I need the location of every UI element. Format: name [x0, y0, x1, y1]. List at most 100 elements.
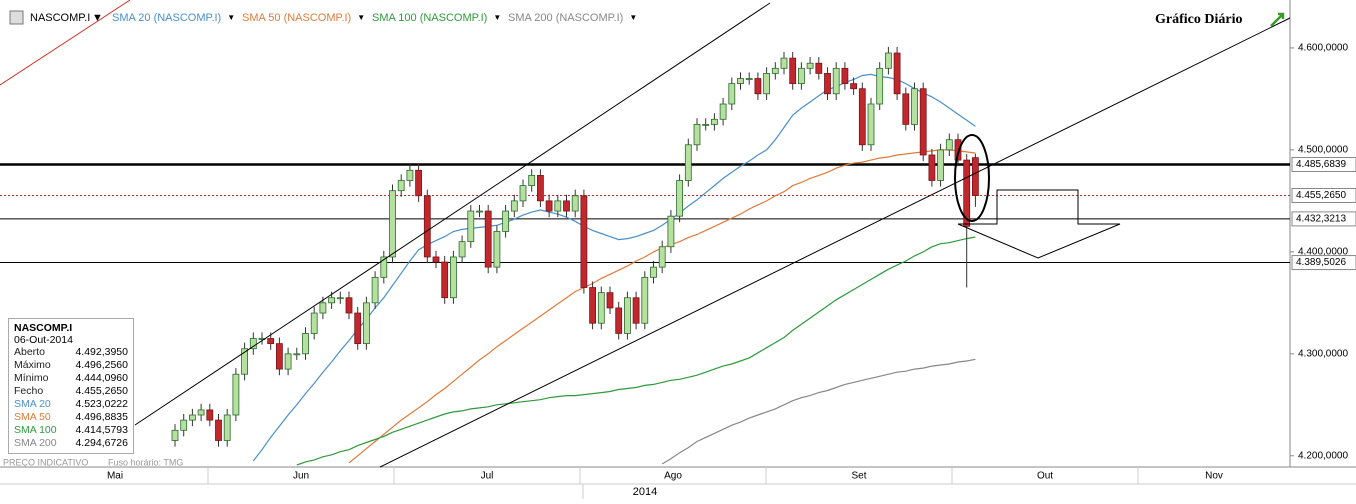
info-row: Aberto 4.492,3950 [14, 346, 128, 359]
candle-body [702, 123, 710, 126]
candle-body [867, 103, 875, 146]
candle-body [215, 419, 222, 441]
candle-body [510, 200, 518, 212]
candle-body [423, 195, 431, 258]
candle-body [719, 103, 727, 120]
candle-body [362, 302, 370, 345]
y-tick-label: 4.500,0000 [1298, 145, 1348, 156]
candle-body [711, 118, 718, 125]
candle-body [780, 57, 788, 69]
candle-body [310, 312, 318, 334]
dropdown-icon[interactable]: ▼ [629, 13, 637, 22]
candle-body [945, 139, 953, 151]
info-row: SMA 100 4.414,5793 [14, 424, 128, 437]
candle-body [171, 429, 179, 441]
candle-body [563, 200, 570, 212]
dropdown-icon[interactable]: ▼ [357, 13, 365, 22]
info-label: Mínimo [14, 372, 49, 384]
candle-body [415, 169, 423, 197]
info-label: Máximo [14, 359, 51, 371]
info-label: Aberto [14, 346, 45, 358]
info-value: 4.496,2560 [75, 359, 128, 371]
candle-body [380, 256, 388, 278]
candle-body [902, 93, 910, 125]
candle-body [824, 73, 831, 95]
info-value: 4.414,5793 [75, 424, 128, 436]
candle-body [624, 297, 631, 334]
info-label: SMA 200 [14, 437, 57, 449]
dropdown-icon[interactable]: ▼ [92, 12, 103, 24]
level-label: 4.389,5026 [1296, 257, 1346, 268]
candle-body [493, 231, 501, 268]
candle-body [528, 174, 536, 186]
info-label: Fecho [14, 385, 44, 397]
info-row: Máximo 4.496,2560 [14, 359, 128, 372]
x-tick-label: Ago [664, 471, 682, 482]
candle-body [919, 88, 927, 156]
y-tick-label: 4.400,0000 [1298, 246, 1348, 257]
plot-layer [0, 46, 1290, 466]
candle-body [484, 210, 492, 268]
candle-body [832, 67, 840, 95]
candle-body [928, 154, 936, 181]
candle-body [876, 67, 884, 105]
candle-body [458, 241, 466, 258]
candle-body [345, 297, 353, 314]
arrow-annotation [957, 189, 1121, 259]
candle-body [911, 88, 918, 125]
legend-entry[interactable]: SMA 20 (NASCOMP.I) [112, 12, 221, 24]
candle-body [641, 276, 649, 324]
candle-body [728, 83, 736, 105]
info-value: 4.523,0222 [75, 398, 128, 410]
legend-entry[interactable]: SMA 50 (NASCOMP.I) [242, 12, 351, 24]
info-value: 4.492,3950 [75, 346, 128, 358]
drawings [0, 0, 1291, 468]
candle-body [806, 62, 814, 69]
legend-entry[interactable]: SMA 200 (NASCOMP.I) [508, 12, 623, 24]
x-tick-label: Mai [107, 471, 123, 482]
dropdown-icon[interactable]: ▼ [227, 13, 235, 22]
info-date: 06-Out-2014 [14, 334, 73, 346]
legend-entry[interactable]: NASCOMP.I [30, 12, 90, 24]
symbol-icon[interactable] [9, 10, 24, 25]
info-symbol: NASCOMP.I [14, 322, 73, 334]
info-value: 4.444,0960 [75, 372, 128, 384]
candle-body [937, 149, 944, 181]
ellipse-annotation [954, 134, 990, 222]
dropdown-icon[interactable]: ▼ [493, 13, 501, 22]
channel-line [379, 17, 1291, 468]
candle-body [293, 353, 301, 356]
legend-entry[interactable]: SMA 100 (NASCOMP.I) [372, 12, 487, 24]
candle-body [284, 353, 292, 370]
candle-body [519, 185, 527, 202]
candle-body [771, 67, 779, 74]
candle-body [632, 297, 640, 324]
timezone-note: Fuso horário: TMG [108, 457, 183, 467]
candle-body [954, 139, 962, 161]
x-tick-label: Jun [293, 471, 309, 482]
candle-body [545, 200, 553, 212]
candle-body [249, 338, 257, 350]
candle-body [972, 157, 979, 196]
x-tick-label: Jul [481, 471, 494, 482]
info-row: SMA 50 4.496,8835 [14, 411, 128, 424]
y-tick-label: 4.300,0000 [1298, 348, 1348, 359]
candle-body [684, 144, 692, 181]
candle-body [658, 246, 666, 268]
candle-body [850, 83, 857, 90]
level-label-box [1291, 211, 1356, 227]
candle-body [615, 307, 623, 334]
info-label: SMA 20 [14, 398, 51, 410]
candle-body [537, 174, 544, 202]
candle-body [197, 409, 205, 416]
candle-body [789, 57, 797, 85]
info-row: SMA 200 4.294,6726 [14, 437, 128, 450]
candle-body [650, 266, 657, 278]
candle-body [693, 123, 701, 146]
candle-body [406, 169, 414, 181]
candle-body [336, 297, 344, 300]
channel-line [134, 2, 771, 426]
candle-body [737, 78, 744, 85]
level-label: 4.432,3213 [1296, 214, 1346, 225]
